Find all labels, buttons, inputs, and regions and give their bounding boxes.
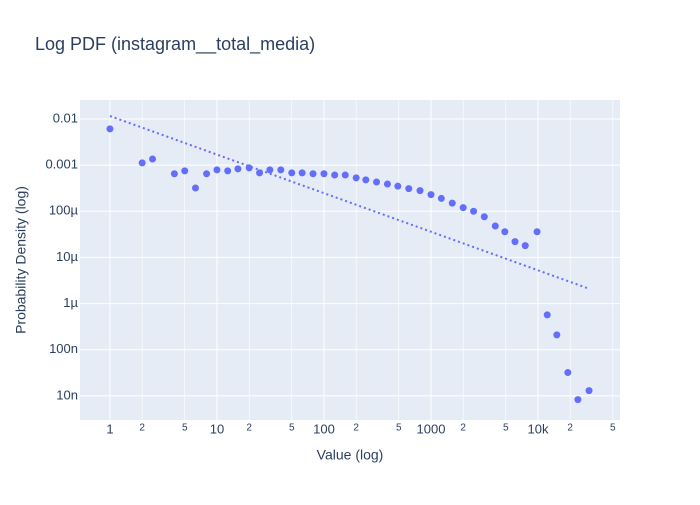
x-tick-label: 100	[313, 421, 335, 436]
y-tick-label: 10µ	[56, 249, 78, 264]
data-point	[501, 228, 509, 236]
x-tick-label: 10k	[528, 421, 549, 436]
data-point	[149, 155, 157, 163]
x-tick-label: 1	[106, 421, 113, 436]
y-tick-label: 10n	[56, 387, 78, 402]
plot-area	[80, 100, 620, 420]
y-tick-label: 0.01	[53, 110, 78, 125]
data-point	[470, 207, 478, 215]
data-point	[234, 165, 242, 173]
data-point	[362, 176, 370, 184]
data-point	[277, 166, 285, 174]
data-point	[320, 170, 328, 178]
x-tick-label: 2	[139, 423, 145, 434]
x-tick-label: 5	[503, 423, 509, 434]
data-point	[203, 170, 211, 178]
data-point	[448, 199, 456, 207]
data-point	[491, 222, 499, 230]
data-point	[181, 167, 189, 175]
data-point	[521, 242, 529, 250]
data-point	[416, 187, 424, 195]
x-tick-label: 2	[567, 423, 573, 434]
data-point	[437, 194, 445, 202]
x-tick-label: 5	[182, 423, 188, 434]
data-point	[427, 191, 435, 199]
data-point	[138, 159, 146, 167]
x-tick-label: 2	[460, 423, 466, 434]
x-tick-label: 5	[289, 423, 295, 434]
data-point	[405, 185, 413, 193]
data-point	[394, 182, 402, 190]
x-tick-label: 5	[610, 423, 616, 434]
x-tick-label: 5	[396, 423, 402, 434]
data-point	[480, 213, 488, 221]
x-tick-label: 2	[246, 423, 252, 434]
x-tick-label: 2	[353, 423, 359, 434]
y-axis-title: Probability Density (log)	[13, 186, 29, 334]
data-point	[341, 171, 349, 179]
data-point	[564, 369, 572, 377]
data-point	[191, 184, 199, 192]
data-point	[352, 174, 360, 182]
y-tick-label: 0.001	[45, 157, 78, 172]
y-tick-label: 100µ	[49, 203, 79, 218]
x-tick-label: 1000	[417, 421, 446, 436]
data-point	[331, 171, 339, 179]
data-point	[224, 167, 232, 175]
data-point	[213, 166, 221, 174]
data-point	[298, 169, 306, 177]
data-point	[383, 180, 391, 188]
data-point	[373, 178, 381, 186]
data-point	[459, 204, 467, 212]
y-tick-label: 100n	[49, 341, 78, 356]
data-point	[266, 166, 274, 174]
data-point	[585, 387, 593, 395]
data-point	[533, 228, 541, 236]
data-point	[288, 169, 296, 177]
data-point	[170, 170, 178, 178]
x-axis-title: Value (log)	[317, 447, 384, 463]
chart-title: Log PDF (instagram__total_media)	[35, 34, 315, 55]
x-tick-label: 10	[210, 421, 224, 436]
data-point	[553, 331, 561, 339]
data-point	[309, 170, 317, 178]
data-point	[106, 125, 114, 133]
data-point	[543, 311, 551, 319]
y-tick-label: 1µ	[63, 295, 78, 310]
data-point	[574, 396, 582, 404]
data-point	[511, 238, 519, 246]
